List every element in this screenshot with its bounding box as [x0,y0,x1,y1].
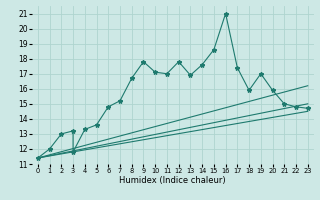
X-axis label: Humidex (Indice chaleur): Humidex (Indice chaleur) [119,176,226,185]
